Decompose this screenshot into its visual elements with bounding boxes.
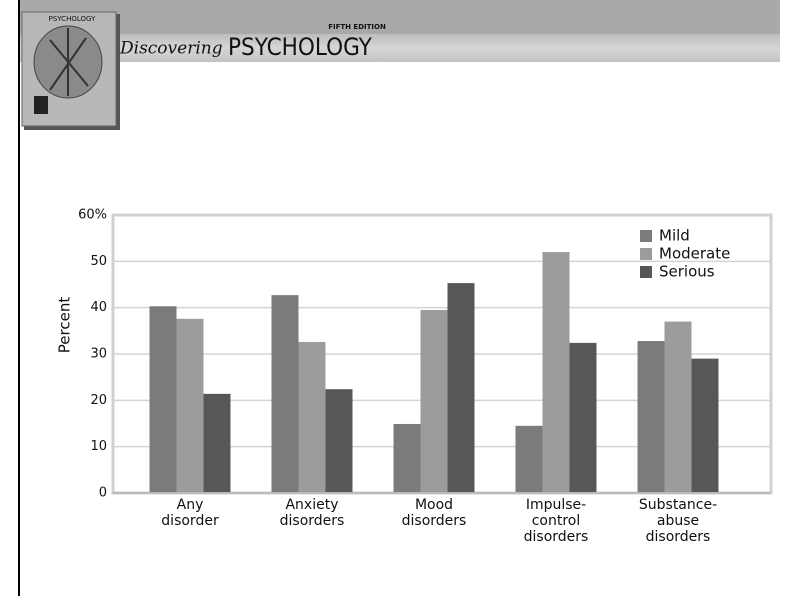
bar [176, 318, 204, 493]
y-tick-label: 20 [90, 393, 107, 408]
legend-swatch [640, 266, 652, 278]
y-tick-label: 0 [99, 486, 107, 501]
legend-label: Mild [659, 227, 690, 245]
cover-title: PSYCHOLOGY [49, 15, 96, 23]
bar [691, 358, 719, 493]
header-band [20, 34, 780, 62]
bar [420, 309, 448, 493]
legend-label: Serious [659, 263, 715, 281]
cover-figure [34, 96, 48, 114]
x-tick-label: Any disorder [161, 497, 219, 529]
bar [447, 283, 475, 493]
bar [325, 389, 353, 493]
edition: FIFTH EDITION [328, 23, 386, 31]
bar [664, 321, 692, 493]
bar [542, 252, 570, 493]
y-axis-label: Percent [56, 297, 74, 354]
bar [515, 425, 543, 493]
legend-label: Moderate [659, 245, 730, 263]
y-tick-label: 30 [90, 347, 107, 362]
bar [271, 295, 299, 493]
x-tick-label: Impulse-control disorders [524, 497, 589, 545]
cover-lines [49, 28, 89, 96]
x-tick-label: Substance-abuse disorders [639, 497, 717, 545]
bar [203, 393, 231, 493]
book-cover: PSYCHOLOGY [21, 11, 120, 130]
y-tick-label: 40 [90, 300, 107, 315]
bar [569, 342, 597, 493]
bar [298, 341, 326, 493]
y-tick-label: 10 [90, 439, 107, 454]
y-tick-label: 50 [90, 254, 107, 269]
y-tick-label: 60% [78, 208, 107, 223]
x-tick-label: Anxiety disorders [280, 497, 345, 529]
x-tick-label: Mood disorders [402, 497, 467, 529]
bar [637, 341, 665, 493]
bar [393, 423, 421, 493]
header-band-top [20, 0, 780, 34]
bar [149, 306, 177, 493]
legend-swatch [640, 248, 652, 260]
frame-left [18, 0, 20, 596]
legend-swatch [640, 230, 652, 242]
title: PSYCHOLOGY [228, 33, 373, 61]
title-script: Discovering [119, 39, 223, 59]
